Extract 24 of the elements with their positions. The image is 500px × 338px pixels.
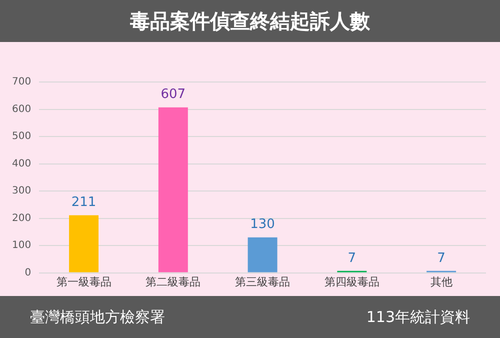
x-tick-label: 第四級毒品 [324, 275, 380, 288]
x-tick-label: 第三級毒品 [235, 275, 290, 288]
bar [158, 107, 188, 272]
text: 臺灣橋頭地方檢察署 [30, 308, 165, 326]
bar [69, 215, 99, 272]
data-label: 211 [71, 195, 96, 210]
y-tick-label: 0 [24, 267, 32, 278]
data-label: 7 [348, 250, 356, 266]
y-tick-label: 700 [12, 76, 32, 88]
data-label: 7 [437, 250, 446, 266]
x-tick-label: 第二級毒品 [146, 275, 201, 288]
data-label: 607 [160, 87, 186, 102]
y-tick-label: 200 [12, 212, 32, 224]
y-tick-label: 100 [12, 240, 32, 252]
x-tick-label: 其他 [430, 275, 452, 288]
x-tick-label: 第一級毒品 [56, 275, 112, 288]
chart-title: 毒品案件偵查終結起訴人數 [0, 0, 500, 42]
data-label: 130 [250, 217, 275, 232]
y-tick-label: 400 [12, 158, 32, 170]
y-tick-label: 600 [12, 104, 32, 115]
text: 113年統計資料 [366, 308, 470, 326]
bar [248, 237, 278, 272]
y-tick-label: 300 [12, 186, 32, 197]
y-tick-label: 500 [12, 131, 32, 142]
